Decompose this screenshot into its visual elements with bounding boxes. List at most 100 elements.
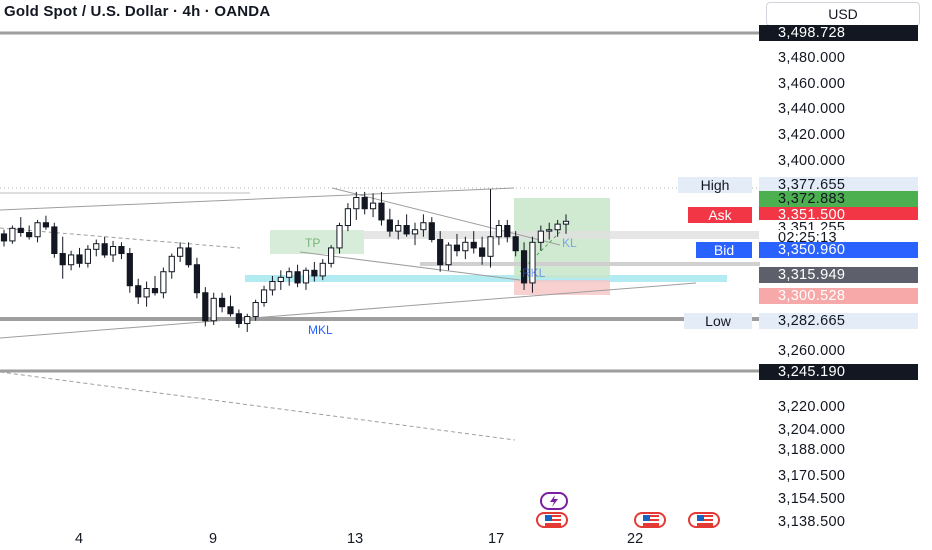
candle-body [252,302,259,318]
candle-body [411,229,419,235]
candle-body [562,220,570,225]
candle-body [495,225,502,238]
candle-body [437,239,444,266]
candle-body [512,236,519,252]
grey-level-label: 3,315.949 [759,267,918,283]
bid-tag: Bid [696,242,752,258]
candle-body [520,250,528,284]
candle-body [470,241,477,249]
candle-body [479,247,486,257]
candle-body [143,288,150,298]
price-axis-tick: 3,188.000 [778,442,846,458]
candles [0,189,570,332]
candle-body [160,271,167,294]
candle-body [386,219,393,232]
candle-body [227,306,234,315]
candle-body [177,247,184,257]
candle-body [218,297,226,308]
candle-body [0,233,8,242]
candle-body [504,225,511,238]
lightning-icon[interactable] [540,492,568,510]
candle-body [546,229,553,232]
time-axis-tick: 13 [347,531,364,547]
candle-body [302,269,310,284]
time-axis-tick: 17 [488,531,505,547]
candle-body [51,226,58,255]
candle-body [202,292,209,322]
candle-body [453,244,461,252]
candle-body [260,289,268,304]
candle-body [235,313,242,325]
dashed-projection-line [0,371,516,441]
candle-body [26,232,33,238]
target-label: 3,372.883 [759,191,918,207]
candle-body [395,225,402,232]
candle-body [328,247,335,264]
candle-body [369,202,377,210]
price-axis-tick: 3,460.000 [778,76,846,92]
price-axis-tick: 3,154.500 [778,491,846,507]
candle-body [336,225,343,249]
tp-label: TP [305,236,321,250]
us-flag-icon[interactable] [688,512,720,528]
candle-body [193,264,201,294]
candle-body [294,271,301,284]
stop-label: 3,300.528 [759,288,918,304]
candle-body [135,285,142,298]
chart-title: Gold Spot / U.S. Dollar · 4h · OANDA [4,3,271,20]
candle-body [42,222,50,228]
candle-body [554,223,561,231]
price-chart[interactable] [0,0,760,550]
ascending-support-line [0,282,697,339]
candle-body [537,230,544,243]
candle-body [487,236,494,257]
channel-top-line [0,187,515,211]
kl-label: KL [562,236,577,250]
candle-body [101,243,108,256]
time-axis-tick: 9 [209,531,218,547]
dashed-left-line [0,227,241,249]
candle-body [210,297,217,322]
candle-body [109,246,117,256]
candle-body [420,222,427,231]
ask-label: 3,351.500 [759,207,918,223]
candle-body [9,227,16,242]
candle-body [126,253,133,287]
price-axis-tick: 3,420.000 [778,127,846,143]
candle-body [344,208,352,227]
mkl-label: MKL [308,323,333,337]
low-label: 3,282.665 [759,313,918,329]
rkl-label: RKL [522,266,546,280]
top-line-label: 3,498.728 [759,25,918,41]
low-tag: Low [684,313,752,329]
candle-body [378,202,385,221]
us-flag-icon[interactable] [634,512,666,528]
price-axis-tick: 3,480.000 [778,50,846,66]
candle-body [445,244,452,266]
ask-tag: Ask [688,207,752,223]
demand-zone [245,275,727,282]
candle-body [168,255,175,273]
price-axis-tick: 3,440.000 [778,101,846,117]
grey-band [420,262,760,266]
time-axis-tick: 22 [627,531,644,547]
candle-body [529,241,536,284]
candle-body [269,281,276,291]
price-axis-tick: 3,170.500 [778,468,846,484]
candle-body [428,222,435,241]
price-axis-tick: 3,138.500 [778,514,846,530]
candle-body [353,197,360,210]
bid-label: 3,350.960 [759,242,918,258]
candle-body [118,246,125,255]
candle-body [59,253,66,266]
candle-body [319,262,326,277]
candle-body [34,222,41,238]
candle-body [93,243,100,250]
candle-body [151,288,159,294]
currency-selector[interactable]: USD [766,2,920,26]
bottom-line-label: 3,245.190 [759,364,918,380]
stop-zone [514,280,610,295]
candle-body [76,254,83,264]
us-flag-icon[interactable] [536,512,568,528]
candle-body [311,269,318,277]
